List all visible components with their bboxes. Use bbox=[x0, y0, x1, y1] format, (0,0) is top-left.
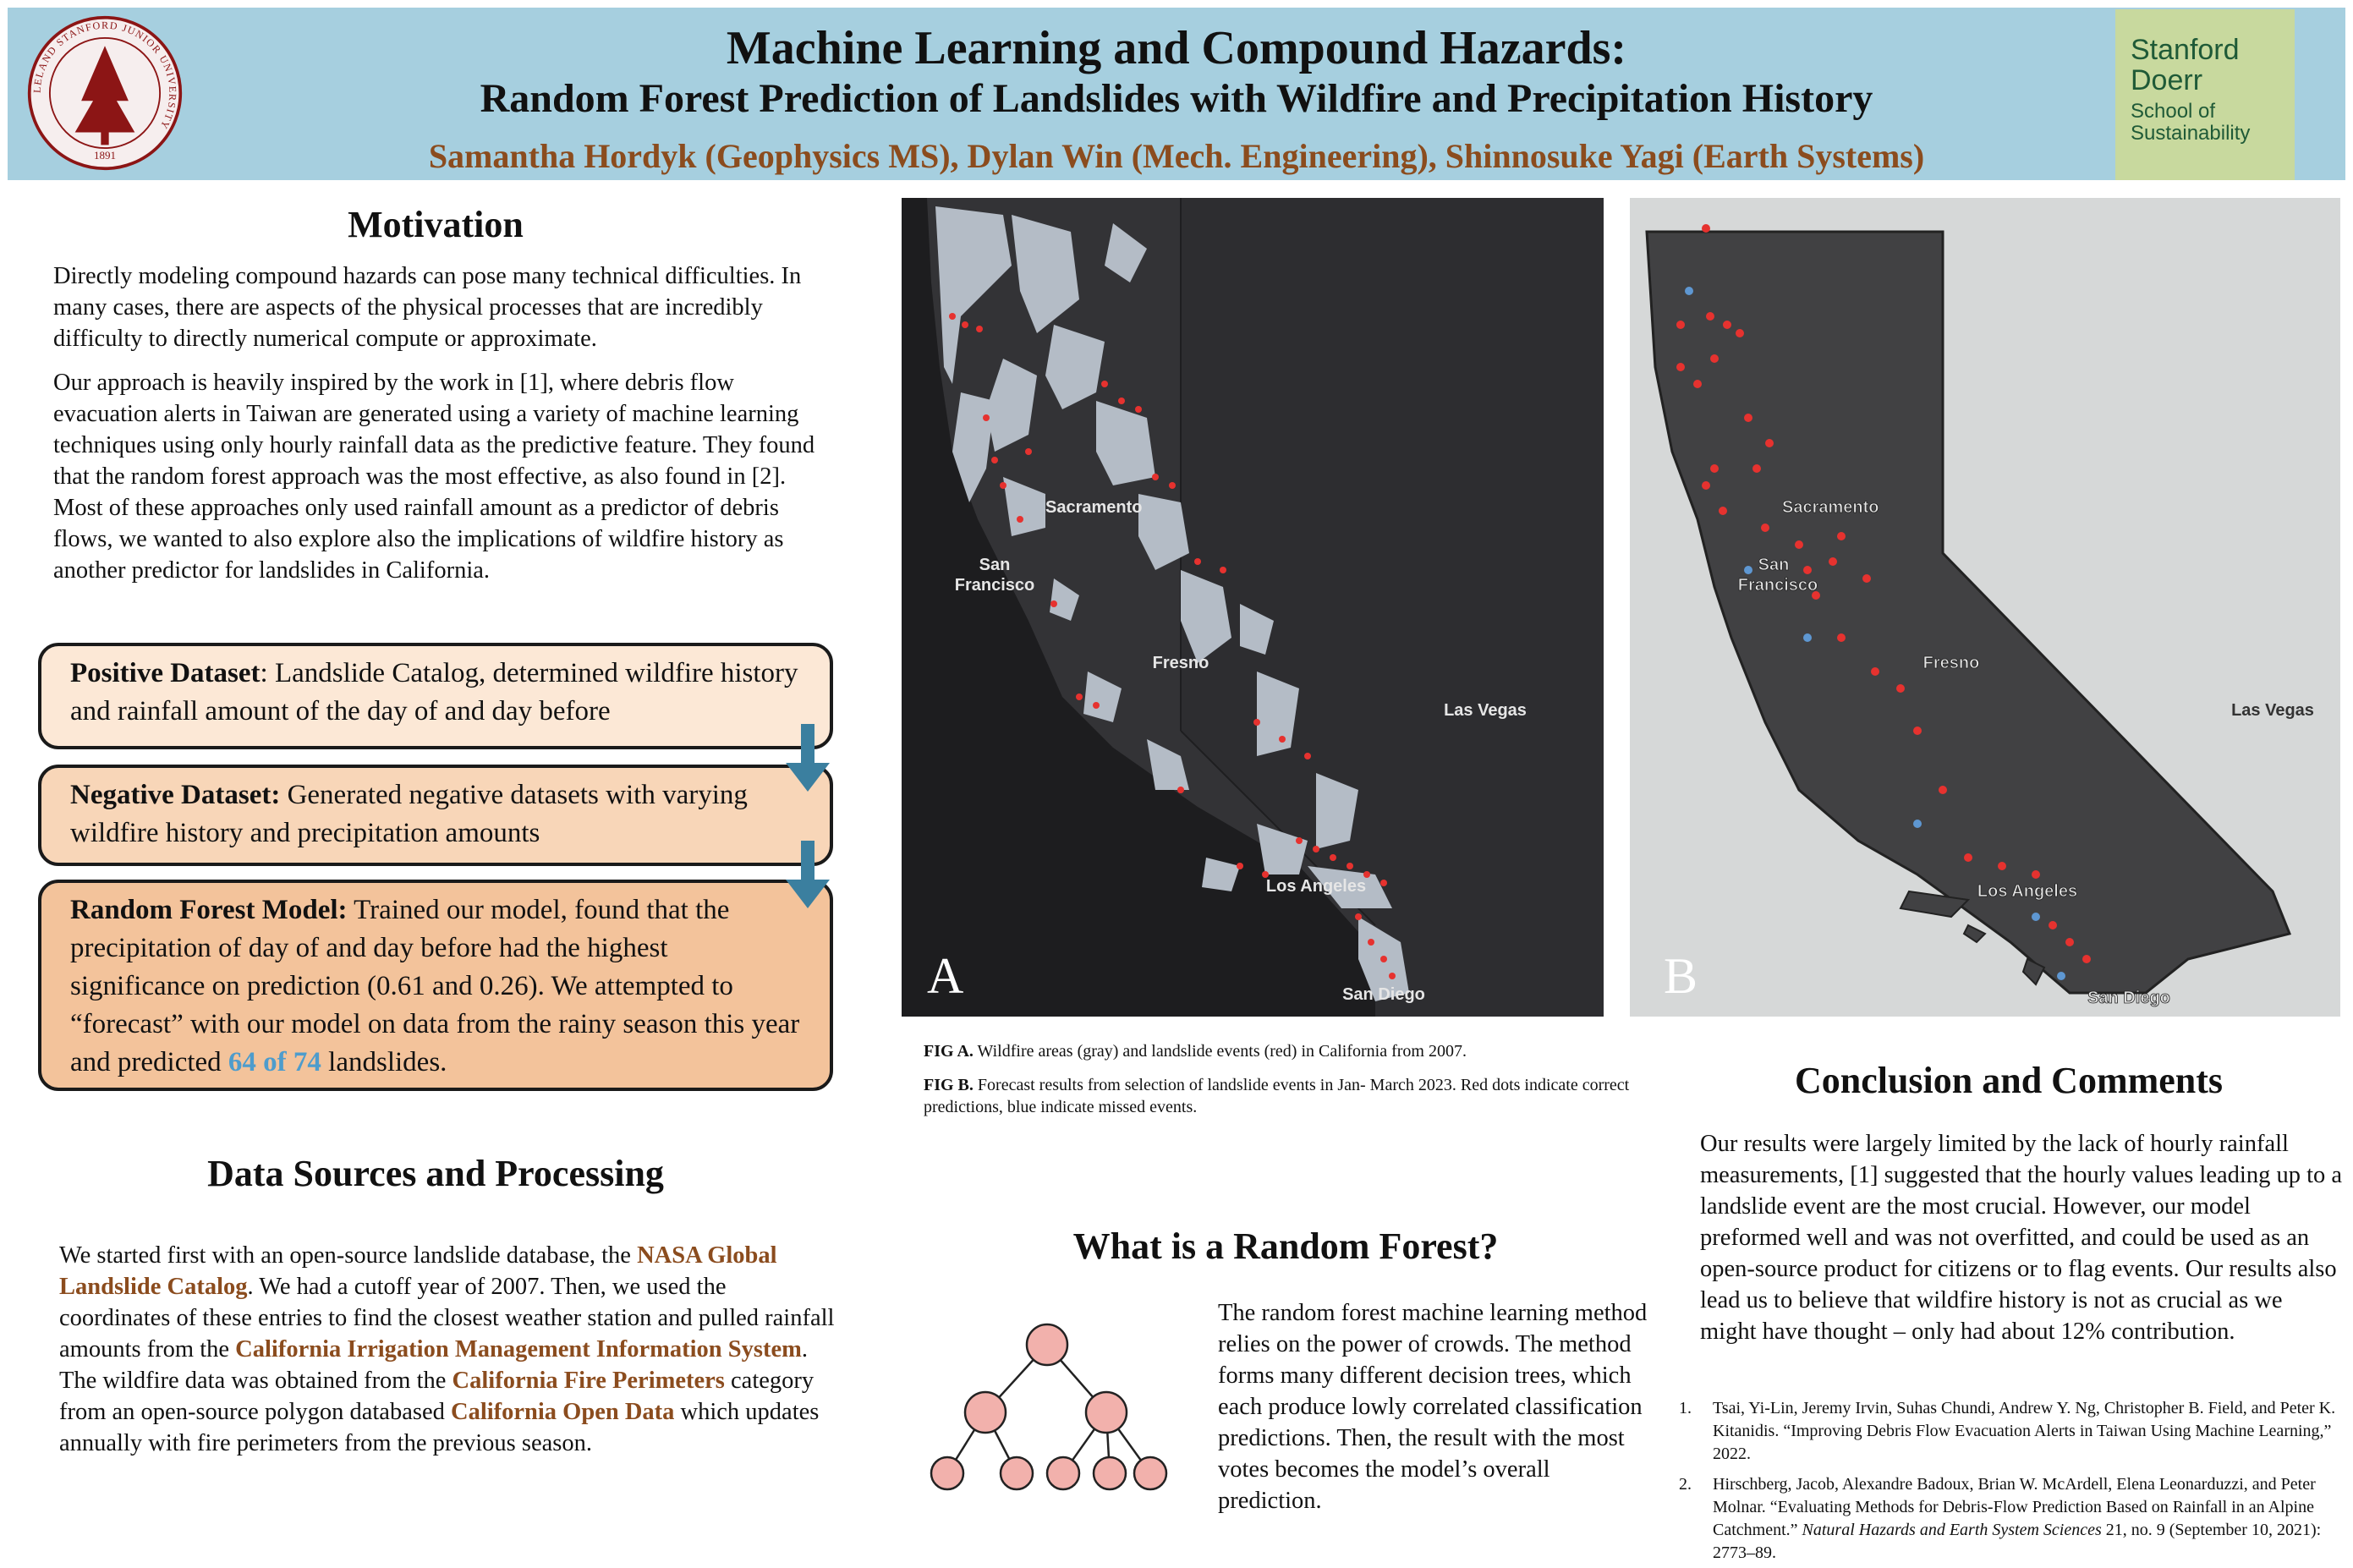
fig-b-caption-label: FIG B. bbox=[924, 1076, 974, 1094]
map-a-label-sacramento: Sacramento bbox=[1045, 498, 1143, 517]
tree-branch-node bbox=[963, 1390, 1007, 1434]
fire-perimeters-link[interactable]: California Fire Perimeters bbox=[452, 1368, 725, 1394]
fig-a-caption-text: Wildfire areas (gray) and landslide even… bbox=[973, 1042, 1467, 1061]
motivation-heading: Motivation bbox=[348, 204, 524, 245]
map-b-label-san: San bbox=[1758, 556, 1790, 574]
map-b-label-san-diego: San Diego bbox=[2087, 989, 2170, 1007]
map-b-panel-label: B bbox=[1664, 948, 1698, 1004]
stanford-doerr-logo: Stanford Doerr School of Sustainability bbox=[2115, 9, 2295, 180]
motivation-paragraph-1: Directly modeling compound hazards can p… bbox=[53, 263, 802, 352]
forecast-results-map: Sacramento San Francisco Fresno Las Vega… bbox=[1630, 198, 2340, 1017]
tree-branch-node bbox=[1084, 1390, 1128, 1434]
negative-dataset-label: Negative Dataset: bbox=[70, 780, 281, 810]
data-sources-text: . The wildfire data was obtained from th… bbox=[59, 1336, 808, 1394]
map-b-label-las-vegas: Las Vegas bbox=[2231, 701, 2314, 720]
reference-text: Tsai, Yi-Lin, Jeremy Irvin, Suhas Chundi… bbox=[1713, 1399, 2336, 1463]
map-a-label-fresno: Fresno bbox=[1153, 654, 1209, 672]
poster-subtitle: Random Forest Prediction of Landslides w… bbox=[480, 76, 1873, 121]
map-a-label-san: San bbox=[979, 556, 1011, 574]
model-prediction-count: 64 of 74 bbox=[228, 1047, 321, 1077]
logo-line: Sustainability bbox=[2131, 122, 2251, 145]
model-text-tail: landslides. bbox=[321, 1047, 447, 1077]
nasa-landslide-catalog-link[interactable]: NASA Global Landslide Catalog bbox=[59, 1242, 777, 1300]
flow-arrow-down-icon bbox=[786, 841, 830, 908]
negative-dataset-text: Generated negative datasets with varying… bbox=[70, 780, 748, 848]
model-label: Random Forest Model: bbox=[70, 895, 348, 925]
tree-leaf-node bbox=[1133, 1456, 1168, 1491]
motivation-paragraph-2: Our approach is heavily inspired by the … bbox=[53, 370, 815, 584]
logo-line: School of bbox=[2131, 100, 2216, 123]
reference-item: 2. Hirschberg, Jacob, Alexandre Badoux, … bbox=[1679, 1473, 2339, 1562]
fig-b-caption-text: Forecast results from selection of lands… bbox=[924, 1076, 1630, 1116]
logo-line: Stanford bbox=[2131, 34, 2240, 66]
poster-authors: Samantha Hordyk (Geophysics MS), Dylan W… bbox=[428, 137, 1925, 175]
conclusion-heading: Conclusion and Comments bbox=[1794, 1060, 2224, 1101]
positive-dataset-label: Positive Dataset bbox=[70, 658, 261, 688]
data-sources-text: . We had a cutoff year of 2007. Then, we… bbox=[59, 1274, 835, 1362]
map-a-panel-label: A bbox=[927, 948, 963, 1004]
map-a-landslide-points bbox=[949, 313, 1396, 979]
fig-a-caption: FIG A. Wildfire areas (gray) and landsli… bbox=[924, 1040, 1769, 1062]
poster-title: Machine Learning and Compound Hazards: bbox=[726, 22, 1627, 74]
cimis-link[interactable]: California Irrigation Management Informa… bbox=[235, 1336, 802, 1362]
data-sources-paragraph: We started first with an open-source lan… bbox=[59, 1240, 837, 1459]
fig-b-caption: FIG B. Forecast results from selection o… bbox=[924, 1074, 1685, 1118]
tree-leaf-node bbox=[999, 1456, 1034, 1491]
data-sources-text: category from an open-source polygon dat… bbox=[59, 1368, 814, 1425]
data-sources-text: We started first with an open-source lan… bbox=[59, 1242, 638, 1269]
negative-dataset-box: Negative Dataset: Generated negative dat… bbox=[38, 765, 833, 866]
tree-leaf-node bbox=[1092, 1456, 1127, 1491]
reference-number: 2. bbox=[1679, 1475, 1692, 1494]
poster-header: LELAND STANFORD JUNIOR UNIVERSITY 1891 M… bbox=[8, 8, 2345, 180]
decision-tree-diagram bbox=[930, 1323, 1168, 1491]
map-b-label-sacramento: Sacramento bbox=[1782, 498, 1879, 517]
map-b-label-francisco: Francisco bbox=[1738, 576, 1818, 595]
random-forest-model-box: Random Forest Model: Trained our model, … bbox=[38, 880, 833, 1091]
data-sources-text: which updates annually with fire perimet… bbox=[59, 1399, 820, 1456]
flow-arrow-down-icon bbox=[786, 724, 830, 792]
positive-dataset-text: : Landslide Catalog, determined wildfire… bbox=[70, 658, 798, 726]
map-a-label-francisco: Francisco bbox=[955, 576, 1034, 595]
random-forest-heading: What is a Random Forest? bbox=[1072, 1225, 1499, 1267]
reference-text-part: 21, no. 9 (September 10, 2021): 2773–89. bbox=[1713, 1521, 2322, 1562]
map-a-label-las-vegas: Las Vegas bbox=[1444, 701, 1527, 720]
map-b-label-los-angeles: Los Angeles bbox=[1977, 882, 2077, 901]
fig-a-caption-label: FIG A. bbox=[924, 1042, 974, 1061]
reference-journal: Natural Hazards and Earth System Science… bbox=[1802, 1521, 2102, 1539]
reference-number: 1. bbox=[1679, 1399, 1692, 1417]
seal-year: 1891 bbox=[94, 149, 116, 162]
map-b-forecast-points bbox=[1676, 224, 2091, 980]
reference-text: Hirschberg, Jacob, Alexandre Badoux, Bri… bbox=[1713, 1473, 2339, 1565]
logo-line: Doerr bbox=[2131, 64, 2203, 96]
reference-item: 1. Tsai, Yi-Lin, Jeremy Irvin, Suhas Chu… bbox=[1679, 1397, 2339, 1463]
stanford-seal-logo: LELAND STANFORD JUNIOR UNIVERSITY 1891 bbox=[27, 15, 183, 171]
conclusion-paragraph: Our results were largely limited by the … bbox=[1700, 1131, 2343, 1345]
map-b-label-fresno: Fresno bbox=[1923, 654, 1980, 672]
reference-text-part: Hirschberg, Jacob, Alexandre Badoux, Bri… bbox=[1713, 1475, 2316, 1539]
wildfire-landslide-map: Sacramento San Francisco Fresno Las Vega… bbox=[902, 198, 1604, 1017]
tree-leaf-node bbox=[1045, 1456, 1081, 1491]
california-open-data-link[interactable]: California Open Data bbox=[450, 1399, 675, 1425]
positive-dataset-box: Positive Dataset: Landslide Catalog, det… bbox=[38, 643, 833, 749]
tree-root-node bbox=[1025, 1323, 1069, 1367]
map-a-label-los-angeles: Los Angeles bbox=[1266, 877, 1366, 896]
map-a-label-san-diego: San Diego bbox=[1342, 985, 1425, 1004]
tree-leaf-node bbox=[930, 1456, 965, 1491]
random-forest-description: The random forest machine learning metho… bbox=[1218, 1300, 1648, 1514]
data-sources-heading: Data Sources and Processing bbox=[207, 1153, 664, 1194]
model-text: Trained our model, found that the precip… bbox=[70, 895, 800, 1077]
